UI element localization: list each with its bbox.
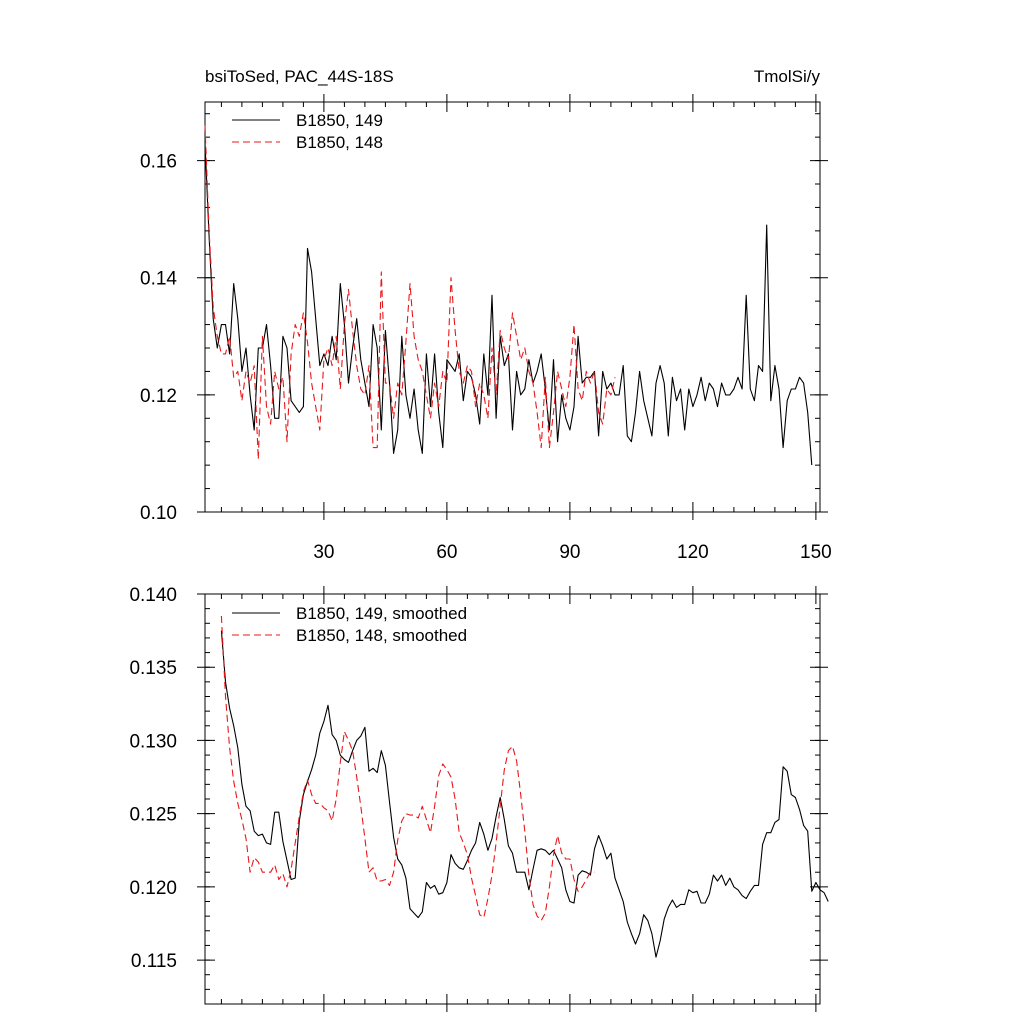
legend-label-1: B1850, 149, smoothed <box>296 604 467 623</box>
x-tick-label: 30 <box>313 542 334 563</box>
chart-title-right: TmolSi/y <box>754 67 821 86</box>
series-line-2 <box>220 615 595 922</box>
series-line-1 <box>204 142 813 466</box>
chart-title-left: bsiToSed, PAC_44S-18S <box>205 67 394 86</box>
legend-label-1: B1850, 149 <box>296 111 383 130</box>
y-tick-label: 0.130 <box>129 731 177 752</box>
legend-label-2: B1850, 148 <box>296 133 383 152</box>
x-tick-label: 150 <box>800 542 832 563</box>
x-tick-label: 120 <box>677 542 709 563</box>
y-tick-label: 0.125 <box>129 805 177 826</box>
y-tick-label: 0.140 <box>129 585 177 606</box>
y-tick-label: 0.10 <box>140 503 177 524</box>
x-tick-label: 60 <box>436 542 457 563</box>
y-tick-label: 0.120 <box>129 878 177 899</box>
series-line-1 <box>220 630 829 958</box>
series-line-2 <box>204 125 616 460</box>
y-tick-label: 0.115 <box>131 951 177 972</box>
plot-frame <box>204 593 821 1005</box>
y-tick-label: 0.14 <box>140 269 177 290</box>
top-panel: bsiToSed, PAC_44S-18S TmolSi/y 0.10 0.12 0.1… <box>140 67 832 563</box>
legend-label-2: B1850, 148, smoothed <box>296 626 467 645</box>
y-tick-label: 0.12 <box>140 386 177 407</box>
y-tick-label: 0.135 <box>129 658 177 679</box>
x-tick-label: 90 <box>559 542 580 563</box>
y-tick-label: 0.16 <box>140 152 177 173</box>
plot-frame <box>204 101 821 513</box>
bottom-panel: 0.115 0.120 0.125 0.130 0.135 0.140 B1850, 149… <box>129 585 829 1012</box>
